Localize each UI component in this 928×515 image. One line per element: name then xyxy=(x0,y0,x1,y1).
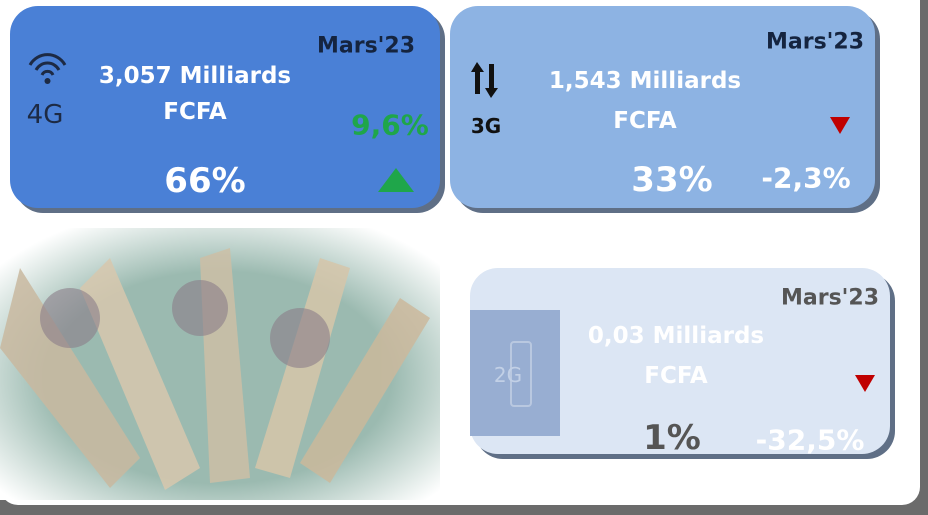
down-arrow xyxy=(855,375,875,392)
share: 1% xyxy=(643,418,701,458)
panel: 4G Mars'23 3,057 Milliards FCFA 66% 9,6%… xyxy=(0,0,920,505)
currency: FCFA xyxy=(613,108,676,134)
up-arrow xyxy=(378,168,414,192)
period: Mars'23 xyxy=(781,286,879,311)
amount: 3,057 Milliards xyxy=(99,63,291,89)
period: Mars'23 xyxy=(317,34,415,59)
wifi-icon xyxy=(25,45,70,95)
currency: FCFA xyxy=(163,99,226,125)
banknotes-image xyxy=(0,228,440,500)
change: 9,6% xyxy=(351,109,429,142)
network-label: 3G xyxy=(471,114,501,138)
arrows-icon xyxy=(470,60,500,100)
change: -32,5% xyxy=(756,424,865,457)
period: Mars'23 xyxy=(766,30,864,55)
share: 66% xyxy=(164,161,245,201)
network-label: 4G xyxy=(27,100,64,130)
network-label: 2G xyxy=(494,363,522,387)
share: 33% xyxy=(631,160,712,200)
down-arrow xyxy=(830,117,850,134)
currency: FCFA xyxy=(644,363,707,389)
change: -2,3% xyxy=(761,162,850,195)
page: {"cards": [ {"network": "4G", "period": … xyxy=(0,0,928,515)
amount: 1,543 Milliards xyxy=(549,68,741,94)
amount: 0,03 Milliards xyxy=(588,323,764,349)
